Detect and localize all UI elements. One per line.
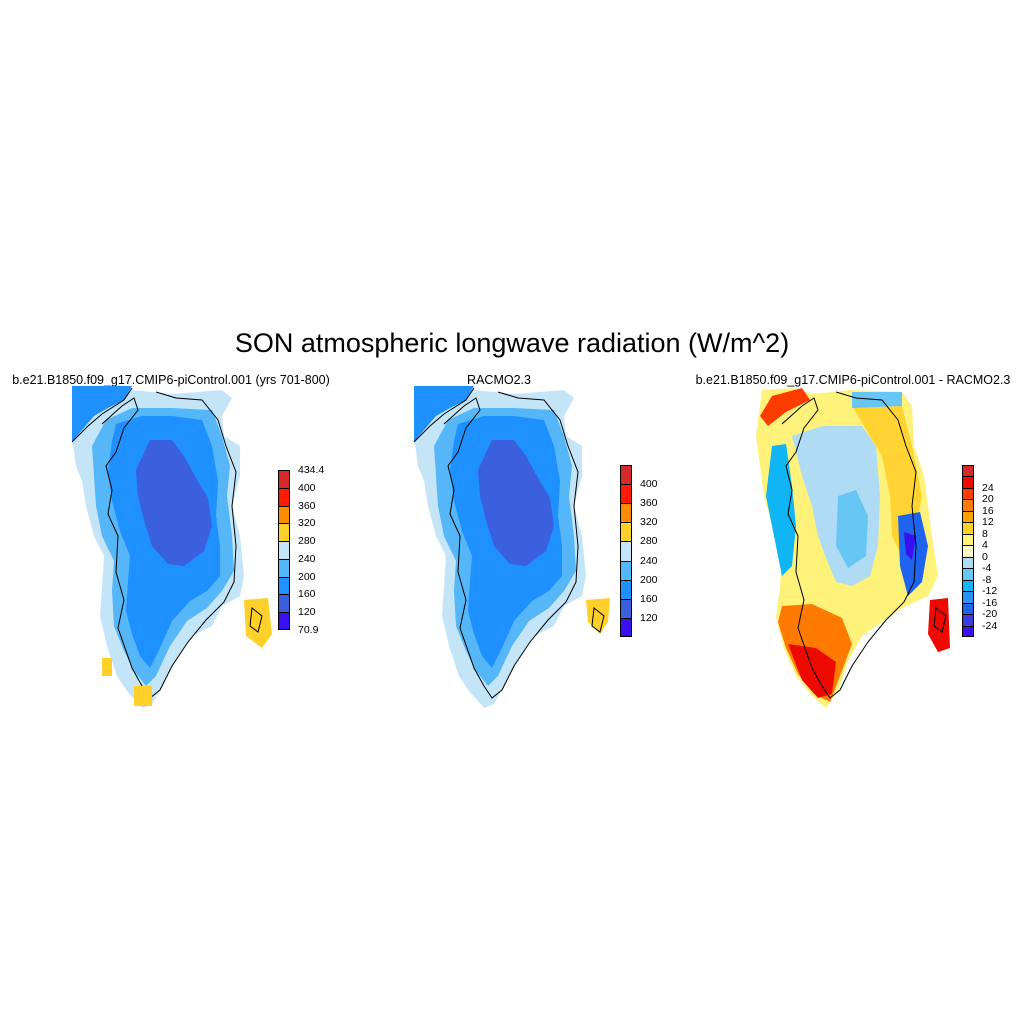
colorbar-tick-label: 24: [982, 481, 994, 494]
panel-title-racmo: RACMO2.3: [467, 373, 531, 387]
map-panel-model: [71, 386, 272, 708]
colorbar-tick-label: 160: [298, 588, 316, 601]
colorbar-tick-label: 360: [298, 499, 316, 512]
colorbar-tick-label: -24: [982, 619, 998, 632]
colorbar-tick-label: 160: [640, 592, 658, 605]
colorbar-tick-label: -20: [982, 608, 998, 621]
colorbar-tick-label: -12: [982, 585, 998, 598]
colorbar-tick-label: 320: [640, 516, 658, 529]
colorbar-tick-label: 120: [298, 606, 316, 619]
panel-title-difference: b.e21.B1850.f09_g17.CMIP6-piControl.001 …: [695, 373, 1011, 387]
colorbar-tick-label: 320: [298, 517, 316, 530]
colorbar-tick-label: 8: [982, 527, 988, 540]
colorbar-tick-label: 280: [298, 535, 316, 548]
colorbar-tick-label: -16: [982, 596, 998, 609]
ellesmere-field: [72, 386, 132, 442]
colorbar-tick-label: 200: [640, 573, 658, 586]
colorbar-tick-label: 434.4: [298, 464, 325, 476]
greenland-field-model: [72, 388, 244, 708]
colorbar-tick-label: 360: [640, 497, 658, 510]
colorbar-tick-label: -8: [982, 573, 992, 586]
colorbar-tick-label: 120: [640, 611, 658, 624]
colorbar-tick-label: 200: [298, 570, 316, 583]
greenland-field-difference: [756, 388, 938, 708]
map-panel-racmo: [413, 386, 610, 708]
colorbar-tick-label: 240: [298, 552, 316, 565]
colorbar-tick-label: 20: [982, 493, 994, 506]
colorbar-tick-label: 4: [982, 539, 988, 552]
colorbar-tick-label: -4: [982, 562, 992, 575]
map-panel-difference: [756, 388, 950, 708]
panel-title-model: b.e21.B1850.f09_g17.CMIP6-piControl.001 …: [12, 373, 330, 387]
figure-title: SON atmospheric longwave radiation (W/m^…: [234, 328, 790, 358]
colorbar-tick-label: 12: [982, 516, 994, 529]
greenland-field-racmo: [414, 388, 586, 708]
colorbar-tick-label: 16: [982, 504, 994, 517]
colorbar-tick-label: 0: [982, 550, 988, 563]
colorbar-tick-label: 70.9: [298, 624, 319, 636]
colorbar-tick-label: 240: [640, 554, 658, 567]
colorbar-tick-label: 280: [640, 535, 658, 548]
colorbar-tick-label: 400: [640, 478, 658, 491]
colorbar-tick-label: 400: [298, 481, 316, 494]
